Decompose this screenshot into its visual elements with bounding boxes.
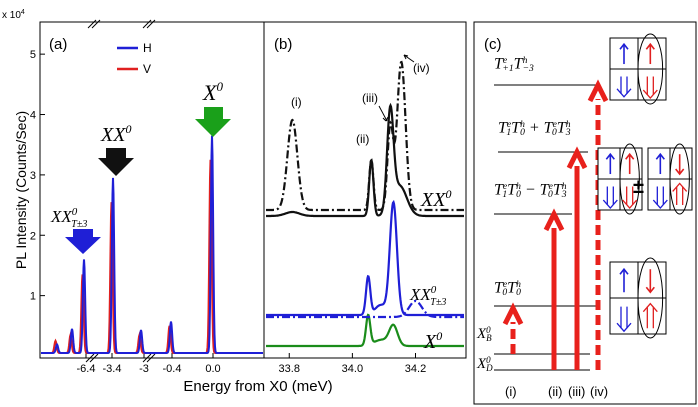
spin-diagram-t0t0 [609,257,667,339]
legend: H V [117,41,152,76]
y-multiplier: x 104 [2,9,25,21]
y-tick-label: 4 [30,110,36,122]
x-tick-label: 34.2 [405,363,426,375]
x-tick-label: -6.4 [77,363,96,375]
peak-label-i: (i) [291,95,302,109]
panel-b-curves [266,60,464,348]
peak-label-ii: (ii) [356,132,369,146]
arrow-xx0-t3 [65,229,101,254]
transition-label-iv: (iv) [590,384,608,399]
arrow-ii-head [543,208,565,232]
panel-a: (a) x 104 1 2 3 4 5 -6.4 -3.4 -3 -0.4 0.0 H V XX… [2,9,333,395]
arrow-xx0 [98,148,134,176]
label-xx0-t3: XX0 T±3 [50,206,87,230]
level-label-xb: X0B [477,325,492,343]
spin-diagram-right [647,143,693,215]
series-xx0-dashdot [266,60,464,212]
series-v [41,159,263,354]
level-label-t1t0m: Te1Th0 − Te0Th3 [494,181,567,201]
y-tick-label: 5 [30,49,36,61]
label-x0: X0 [202,79,223,105]
arrow-i-head [502,302,524,326]
legend-label-h: H [143,41,152,55]
x-tick-label: -0.4 [163,363,182,375]
panel-a-x-ticks: -6.4 -3.4 -3 -0.4 0.0 [77,353,221,375]
panel-c-frame [473,21,697,405]
panel-b: (b) 33.8 34.0 34.2 (i) (ii) (iii) (iv) XX0… [263,21,467,375]
arrow-iii-head [566,146,588,170]
arrow-iv-head [587,79,609,103]
level-label-xd: X0D [477,355,493,373]
pointer-iv [403,54,415,63]
peak-pointers [378,54,415,122]
spin-diagram-left [597,143,643,215]
curve-label-x0: X0 [423,329,442,353]
peak-label-iv: (iv) [413,61,430,75]
level-label-t0t0: Te0Th0 [494,279,521,299]
axis-break-marks [85,19,156,363]
x-tick-label: 0.0 [205,363,220,375]
legend-label-v: V [143,62,151,76]
energy-levels [494,84,600,371]
pointer-iii [378,105,388,122]
panel-b-label: (b) [274,36,292,53]
panel-a-y-ticks: 1 2 3 4 5 [30,49,45,303]
x-tick-label: 34.0 [342,363,363,375]
panel-b-x-ticks: 33.8 34.0 34.2 [279,353,426,375]
series-h [41,135,263,354]
transition-label-iii: (iii) [568,384,585,399]
level-label-t+1t-3: Te+1Th−3 [494,55,534,75]
x-tick-label: -3.4 [103,363,122,375]
peak-label-iii: (iii) [362,91,378,105]
x-tick-label: -3 [139,363,149,375]
series-x0 [266,313,464,348]
transition-label-ii: (ii) [548,384,562,399]
spin-diagram-t+1t-3 [609,33,667,105]
y-tick-label: 2 [30,230,36,242]
level-label-t1t0p: Te1Th0 + Te0Th3 [498,119,571,139]
panel-c-label: (c) [484,36,502,53]
x-tick-label: 33.8 [279,363,300,375]
y-tick-label: 1 [30,291,36,303]
label-xx0: XX0 [100,122,131,146]
arrow-x0 [195,107,231,137]
series-xx0-t3-dashdot [266,299,464,319]
transition-label-i: (i) [505,384,517,399]
y-axis-label: PL Intensity (Counts/Sec) [13,111,29,269]
x-axis-label: Energy from X0 (meV) [183,378,332,395]
panel-a-curves [41,135,263,354]
panel-b-frame [263,21,467,359]
curve-label-xx0-t3: XX0 T±3 [409,284,446,308]
y-tick-label: 3 [30,170,36,182]
panel-c: (c) ± (i) (ii) (iii) (iv) [473,21,697,405]
plus-minus-sign: ± [633,176,644,198]
spin-diagrams [597,33,693,339]
series-xx0-t3 [266,199,464,317]
curve-label-xx0: XX0 [420,187,451,211]
panel-a-label: (a) [49,36,67,53]
panel-a-frame [39,21,265,359]
transition-arrows [502,79,609,370]
series-xx0-solid [266,102,464,218]
